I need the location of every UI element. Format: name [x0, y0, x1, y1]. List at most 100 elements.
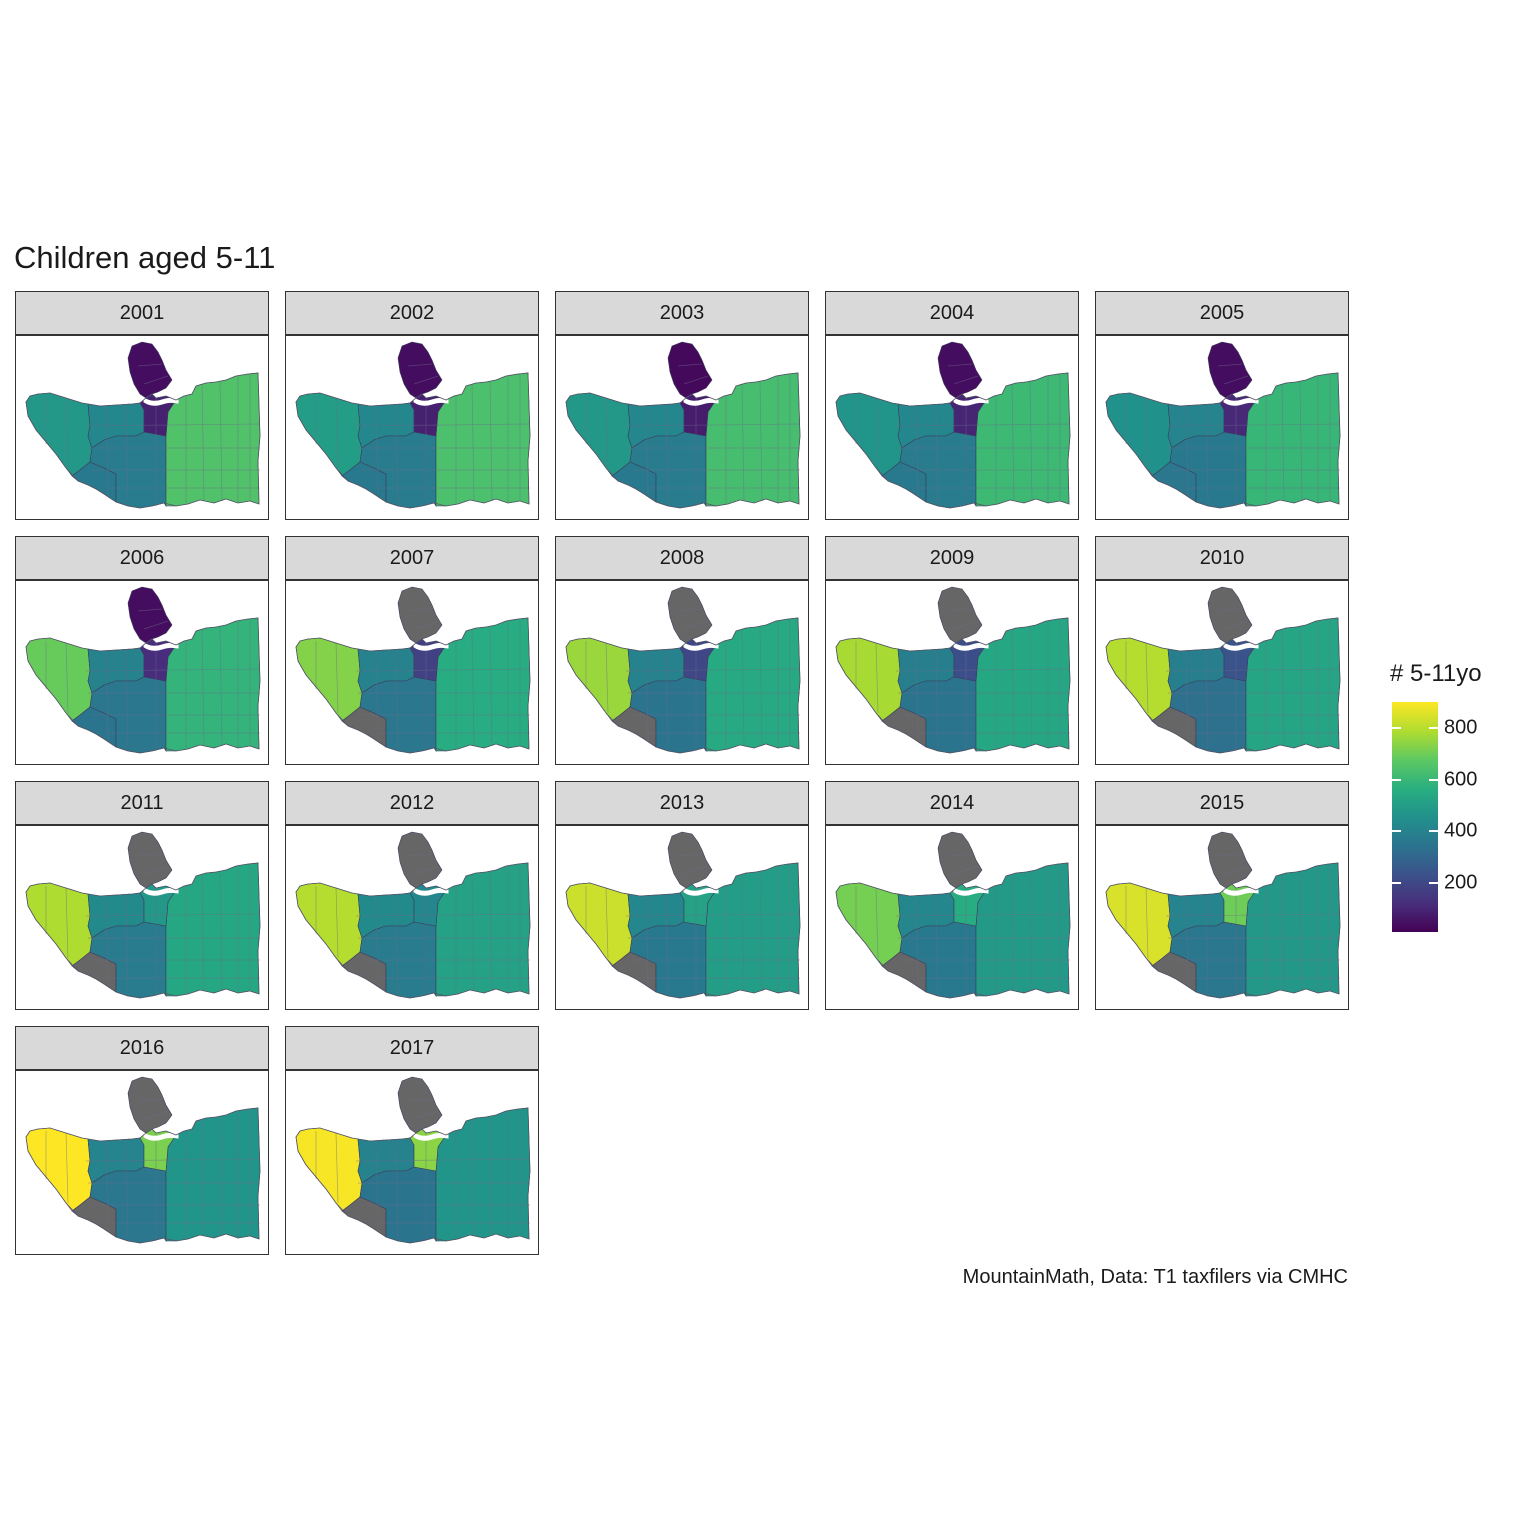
city-outline [295, 1107, 531, 1244]
city-outline [565, 862, 801, 999]
map-region-east-side [1245, 862, 1341, 997]
map-region-west-end-stanley-park [1207, 831, 1253, 889]
map-region-west-end-stanley-park [127, 586, 173, 644]
choropleth-map [835, 586, 1071, 754]
map-region-point-grey [835, 882, 903, 967]
map-region-east-side [165, 1107, 261, 1242]
census-tract-boundaries [585, 363, 801, 506]
false-creek-water [413, 887, 449, 896]
choropleth-map [565, 341, 801, 509]
city-outline [565, 372, 801, 509]
facet-strip-label: 2002 [285, 291, 539, 335]
facet-map [825, 580, 1079, 765]
city-outline [835, 617, 1071, 754]
city-outline [835, 862, 1071, 999]
map-region-west-end-stanley-park [1207, 341, 1253, 399]
census-tract-boundaries [1125, 363, 1341, 506]
chart-caption: MountainMath, Data: T1 taxfilers via CMH… [962, 1266, 1348, 1288]
legend-tick-mark [1429, 830, 1438, 833]
facet-map [555, 825, 809, 1010]
facet-strip-label: 2008 [555, 536, 809, 580]
choropleth-map [1105, 341, 1341, 509]
false-creek-water [413, 397, 449, 406]
facet-strip-label: 2011 [15, 781, 269, 825]
map-region-point-grey [1105, 637, 1173, 722]
false-creek-water [413, 1132, 449, 1141]
census-tract-boundaries [315, 363, 531, 506]
map-region-east-side [165, 617, 261, 752]
legend-tick-label: 400 [1444, 819, 1478, 842]
facet-map [1095, 335, 1349, 520]
map-region-west-end-stanley-park [667, 831, 713, 889]
false-creek-water [683, 397, 719, 406]
false-creek-water [953, 397, 989, 406]
legend-tick-mark [1392, 726, 1401, 729]
legend-tick-mark [1392, 881, 1401, 884]
facet-panel: 2014 [825, 781, 1079, 1010]
choropleth-map [25, 1076, 261, 1244]
map-region-west-end-stanley-park [397, 341, 443, 399]
choropleth-map [25, 586, 261, 754]
map-region-east-side [1245, 372, 1341, 507]
map-region-point-grey [565, 882, 633, 967]
legend-tick-mark [1392, 830, 1401, 833]
map-region-east-side [705, 862, 801, 997]
facet-strip-label: 2016 [15, 1026, 269, 1070]
map-region-east-side [435, 372, 531, 507]
facet-strip-label: 2001 [15, 291, 269, 335]
facet-panel: 2017 [285, 1026, 539, 1255]
legend-tick-label: 600 [1444, 768, 1478, 791]
map-region-east-side [705, 372, 801, 507]
facet-strip-label: 2005 [1095, 291, 1349, 335]
facet-map [555, 580, 809, 765]
map-region-west-end-stanley-park [937, 341, 983, 399]
city-outline [25, 1107, 261, 1244]
facet-strip-label: 2006 [15, 536, 269, 580]
facet-map [285, 1070, 539, 1255]
choropleth-map [295, 831, 531, 999]
facet-map [285, 580, 539, 765]
false-creek-water [1223, 397, 1259, 406]
facet-map [15, 825, 269, 1010]
false-creek-water [413, 642, 449, 651]
map-region-east-side [1245, 617, 1341, 752]
map-region-east-side [705, 617, 801, 752]
map-region-point-grey [835, 392, 903, 477]
false-creek-water [143, 1132, 179, 1141]
census-tract-boundaries [315, 608, 531, 751]
city-outline [1105, 617, 1341, 754]
legend-colorbar [1392, 702, 1438, 932]
map-region-point-grey [25, 1127, 93, 1212]
map-region-west-end-stanley-park [667, 341, 713, 399]
map-region-west-end-stanley-park [397, 1076, 443, 1134]
facet-map [825, 335, 1079, 520]
census-tract-boundaries [585, 853, 801, 996]
choropleth-map [295, 1076, 531, 1244]
map-region-west-end-stanley-park [397, 831, 443, 889]
facet-panel: 2007 [285, 536, 539, 765]
facet-strip-label: 2015 [1095, 781, 1349, 825]
map-region-point-grey [565, 392, 633, 477]
facet-panel: 2016 [15, 1026, 269, 1255]
facet-strip-label: 2007 [285, 536, 539, 580]
chart-title: Children aged 5-11 [14, 240, 276, 275]
city-outline [835, 372, 1071, 509]
census-tract-boundaries [45, 608, 261, 751]
legend-tick-label: 800 [1444, 716, 1478, 739]
facet-panel: 2009 [825, 536, 1079, 765]
map-region-point-grey [25, 392, 93, 477]
false-creek-water [1223, 642, 1259, 651]
facet-map [15, 580, 269, 765]
facet-panel: 2011 [15, 781, 269, 1010]
choropleth-map [25, 831, 261, 999]
census-tract-boundaries [1125, 853, 1341, 996]
false-creek-water [143, 642, 179, 651]
choropleth-map [295, 586, 531, 754]
choropleth-map [835, 341, 1071, 509]
facet-panel: 2003 [555, 291, 809, 520]
map-region-point-grey [295, 882, 363, 967]
legend-tick-mark [1392, 778, 1401, 781]
map-region-point-grey [25, 882, 93, 967]
facet-strip-label: 2003 [555, 291, 809, 335]
facet-map [1095, 825, 1349, 1010]
